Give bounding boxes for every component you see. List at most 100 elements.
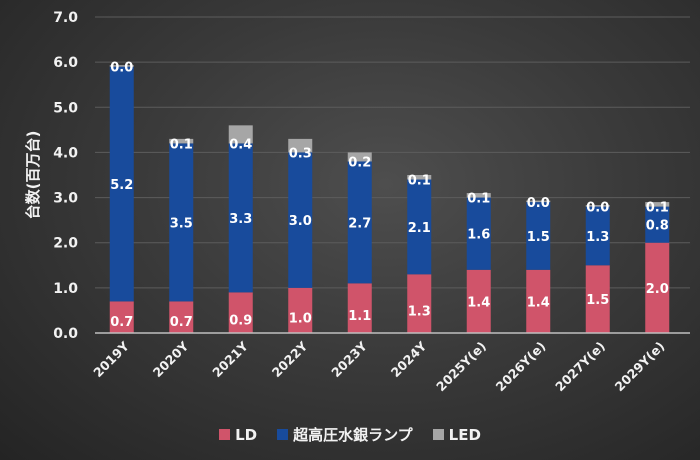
y-axis-ticks: 0.0 1.0 2.0 3.0 4.0 5.0 6.0 7.0 bbox=[53, 10, 78, 342]
bar-segment-LD bbox=[645, 242, 670, 333]
bar-segment-超高圧水銀ランプ bbox=[288, 152, 313, 288]
data-label: 0.8 bbox=[646, 219, 669, 234]
data-label: 1.4 bbox=[467, 295, 490, 310]
data-label: 0.1 bbox=[467, 192, 490, 207]
x-tick-label: 2029Y(e) bbox=[612, 339, 668, 395]
data-label: 0.9 bbox=[229, 314, 252, 329]
x-tick-label: 2019Y bbox=[90, 338, 132, 380]
data-label: 0.0 bbox=[527, 196, 550, 211]
data-label: 1.1 bbox=[348, 309, 371, 324]
legend-swatch bbox=[277, 429, 289, 440]
legend-label: LD bbox=[235, 425, 258, 444]
data-label: 0.3 bbox=[289, 146, 312, 161]
legend-item: LED bbox=[432, 425, 481, 444]
bar-segment-LD bbox=[466, 269, 491, 333]
x-tick-label: 2022Y bbox=[269, 338, 311, 380]
bar-segment-LED bbox=[169, 138, 194, 144]
data-label: 0.0 bbox=[110, 61, 133, 76]
legend-label: LED bbox=[448, 425, 481, 444]
x-tick-label: 2026Y(e) bbox=[493, 339, 549, 395]
bar-segment-LD bbox=[526, 269, 551, 333]
data-label: 1.5 bbox=[586, 293, 609, 308]
bar-segment-超高圧水銀ランプ bbox=[228, 143, 253, 293]
y-tick-label: 2.0 bbox=[53, 236, 78, 252]
data-label: 1.6 bbox=[467, 228, 490, 243]
y-axis-label: 台数(百万台) bbox=[24, 131, 42, 220]
bar-segment-LD bbox=[585, 265, 610, 333]
data-label: 0.4 bbox=[229, 137, 252, 152]
data-label: 3.0 bbox=[289, 214, 312, 229]
bar-segment-LD bbox=[109, 301, 134, 333]
bar-segment-LED bbox=[347, 152, 372, 162]
y-tick-label: 7.0 bbox=[53, 10, 78, 26]
bar-stack: 1.4 1.6 0.1 bbox=[466, 192, 491, 333]
y-tick-label: 1.0 bbox=[53, 281, 78, 297]
data-label: 2.1 bbox=[408, 221, 431, 236]
bar-segment-超高圧水銀ランプ bbox=[347, 161, 372, 284]
bar-segment-超高圧水銀ランプ bbox=[585, 206, 610, 266]
bar-stack: 0.7 3.5 0.1 bbox=[169, 137, 194, 333]
bar-stack: 1.3 2.1 0.1 bbox=[407, 174, 432, 333]
data-label: 0.1 bbox=[170, 137, 193, 152]
bar-segment-LD bbox=[288, 287, 313, 333]
bar-stack: 0.9 3.3 0.4 bbox=[228, 125, 253, 333]
bar-segment-LED bbox=[645, 202, 670, 207]
data-label: 3.5 bbox=[170, 216, 193, 231]
bar-segment-LED bbox=[109, 65, 134, 67]
legend-swatch bbox=[432, 429, 444, 440]
data-label: 0.1 bbox=[408, 174, 431, 189]
data-label: 1.4 bbox=[527, 295, 550, 310]
legend-label: 超高圧水銀ランプ bbox=[293, 426, 413, 444]
data-label: 1.3 bbox=[408, 305, 431, 320]
data-label: 0.7 bbox=[110, 315, 133, 330]
legend-item: LD bbox=[219, 426, 257, 444]
bar-segment-LED bbox=[407, 175, 432, 180]
bar-segment-超高圧水銀ランプ bbox=[466, 197, 491, 270]
bar-segment-LED bbox=[585, 205, 610, 207]
data-label: 1.0 bbox=[289, 311, 312, 326]
bar-stack: 1.0 3.0 0.3 bbox=[288, 138, 313, 333]
bars: 0.7 5.2 0.0 0.7 3.5 0.1 0.9 3.3 0.4 1.0 3.0 0.3 1.1 2… bbox=[109, 61, 670, 333]
y-tick-label: 4.0 bbox=[53, 145, 78, 161]
x-tick-label: 2027Y(e) bbox=[552, 339, 608, 395]
data-label: 1.3 bbox=[586, 230, 609, 245]
legend-item: 超高圧水銀ランプ bbox=[277, 424, 413, 445]
data-label: 0.2 bbox=[348, 155, 371, 170]
bar-stack: 1.4 1.5 0.0 bbox=[526, 196, 551, 333]
x-tick-label: 2023Y bbox=[328, 338, 370, 380]
bar-segment-超高圧水銀ランプ bbox=[407, 179, 432, 275]
bar-segment-LD bbox=[407, 274, 432, 333]
y-tick-label: 6.0 bbox=[53, 55, 78, 71]
bar-segment-LD bbox=[169, 301, 194, 333]
data-label: 1.5 bbox=[527, 230, 550, 245]
bar-segment-LD bbox=[228, 292, 253, 333]
y-tick-label: 0.0 bbox=[53, 326, 78, 342]
bar-segment-LED bbox=[228, 125, 253, 144]
bar-stack: 1.1 2.7 0.2 bbox=[347, 152, 372, 333]
x-tick-label: 2021Y bbox=[209, 338, 251, 380]
x-tick-label: 2020Y bbox=[150, 338, 192, 380]
bar-segment-LED bbox=[526, 200, 551, 203]
data-label: 0.7 bbox=[170, 315, 193, 330]
gridlines bbox=[95, 16, 690, 289]
x-axis-labels: 2019Y 2020Y 2021Y 2022Y 2023Y 2024Y 2025Y(e) 20… bbox=[90, 338, 667, 394]
bar-segment-超高圧水銀ランプ bbox=[109, 66, 134, 302]
data-label: 2.7 bbox=[348, 216, 371, 231]
y-tick-label: 3.0 bbox=[53, 191, 78, 207]
legend-swatch bbox=[219, 429, 231, 440]
x-tick-label: 2025Y(e) bbox=[433, 339, 489, 395]
y-tick-label: 5.0 bbox=[53, 100, 78, 116]
bar-segment-LD bbox=[347, 283, 372, 333]
bar-segment-LED bbox=[288, 138, 313, 153]
data-label: 3.3 bbox=[229, 212, 252, 227]
bar-segment-超高圧水銀ランプ bbox=[526, 202, 551, 270]
data-label: 0.1 bbox=[646, 201, 669, 216]
data-label: 2.0 bbox=[646, 282, 669, 297]
bar-segment-超高圧水銀ランプ bbox=[169, 143, 194, 302]
x-tick-label: 2024Y bbox=[388, 338, 430, 380]
bar-segment-超高圧水銀ランプ bbox=[645, 206, 670, 243]
data-label: 5.2 bbox=[110, 178, 133, 193]
data-label: 0.0 bbox=[586, 201, 609, 216]
bar-segment-LED bbox=[466, 193, 491, 198]
